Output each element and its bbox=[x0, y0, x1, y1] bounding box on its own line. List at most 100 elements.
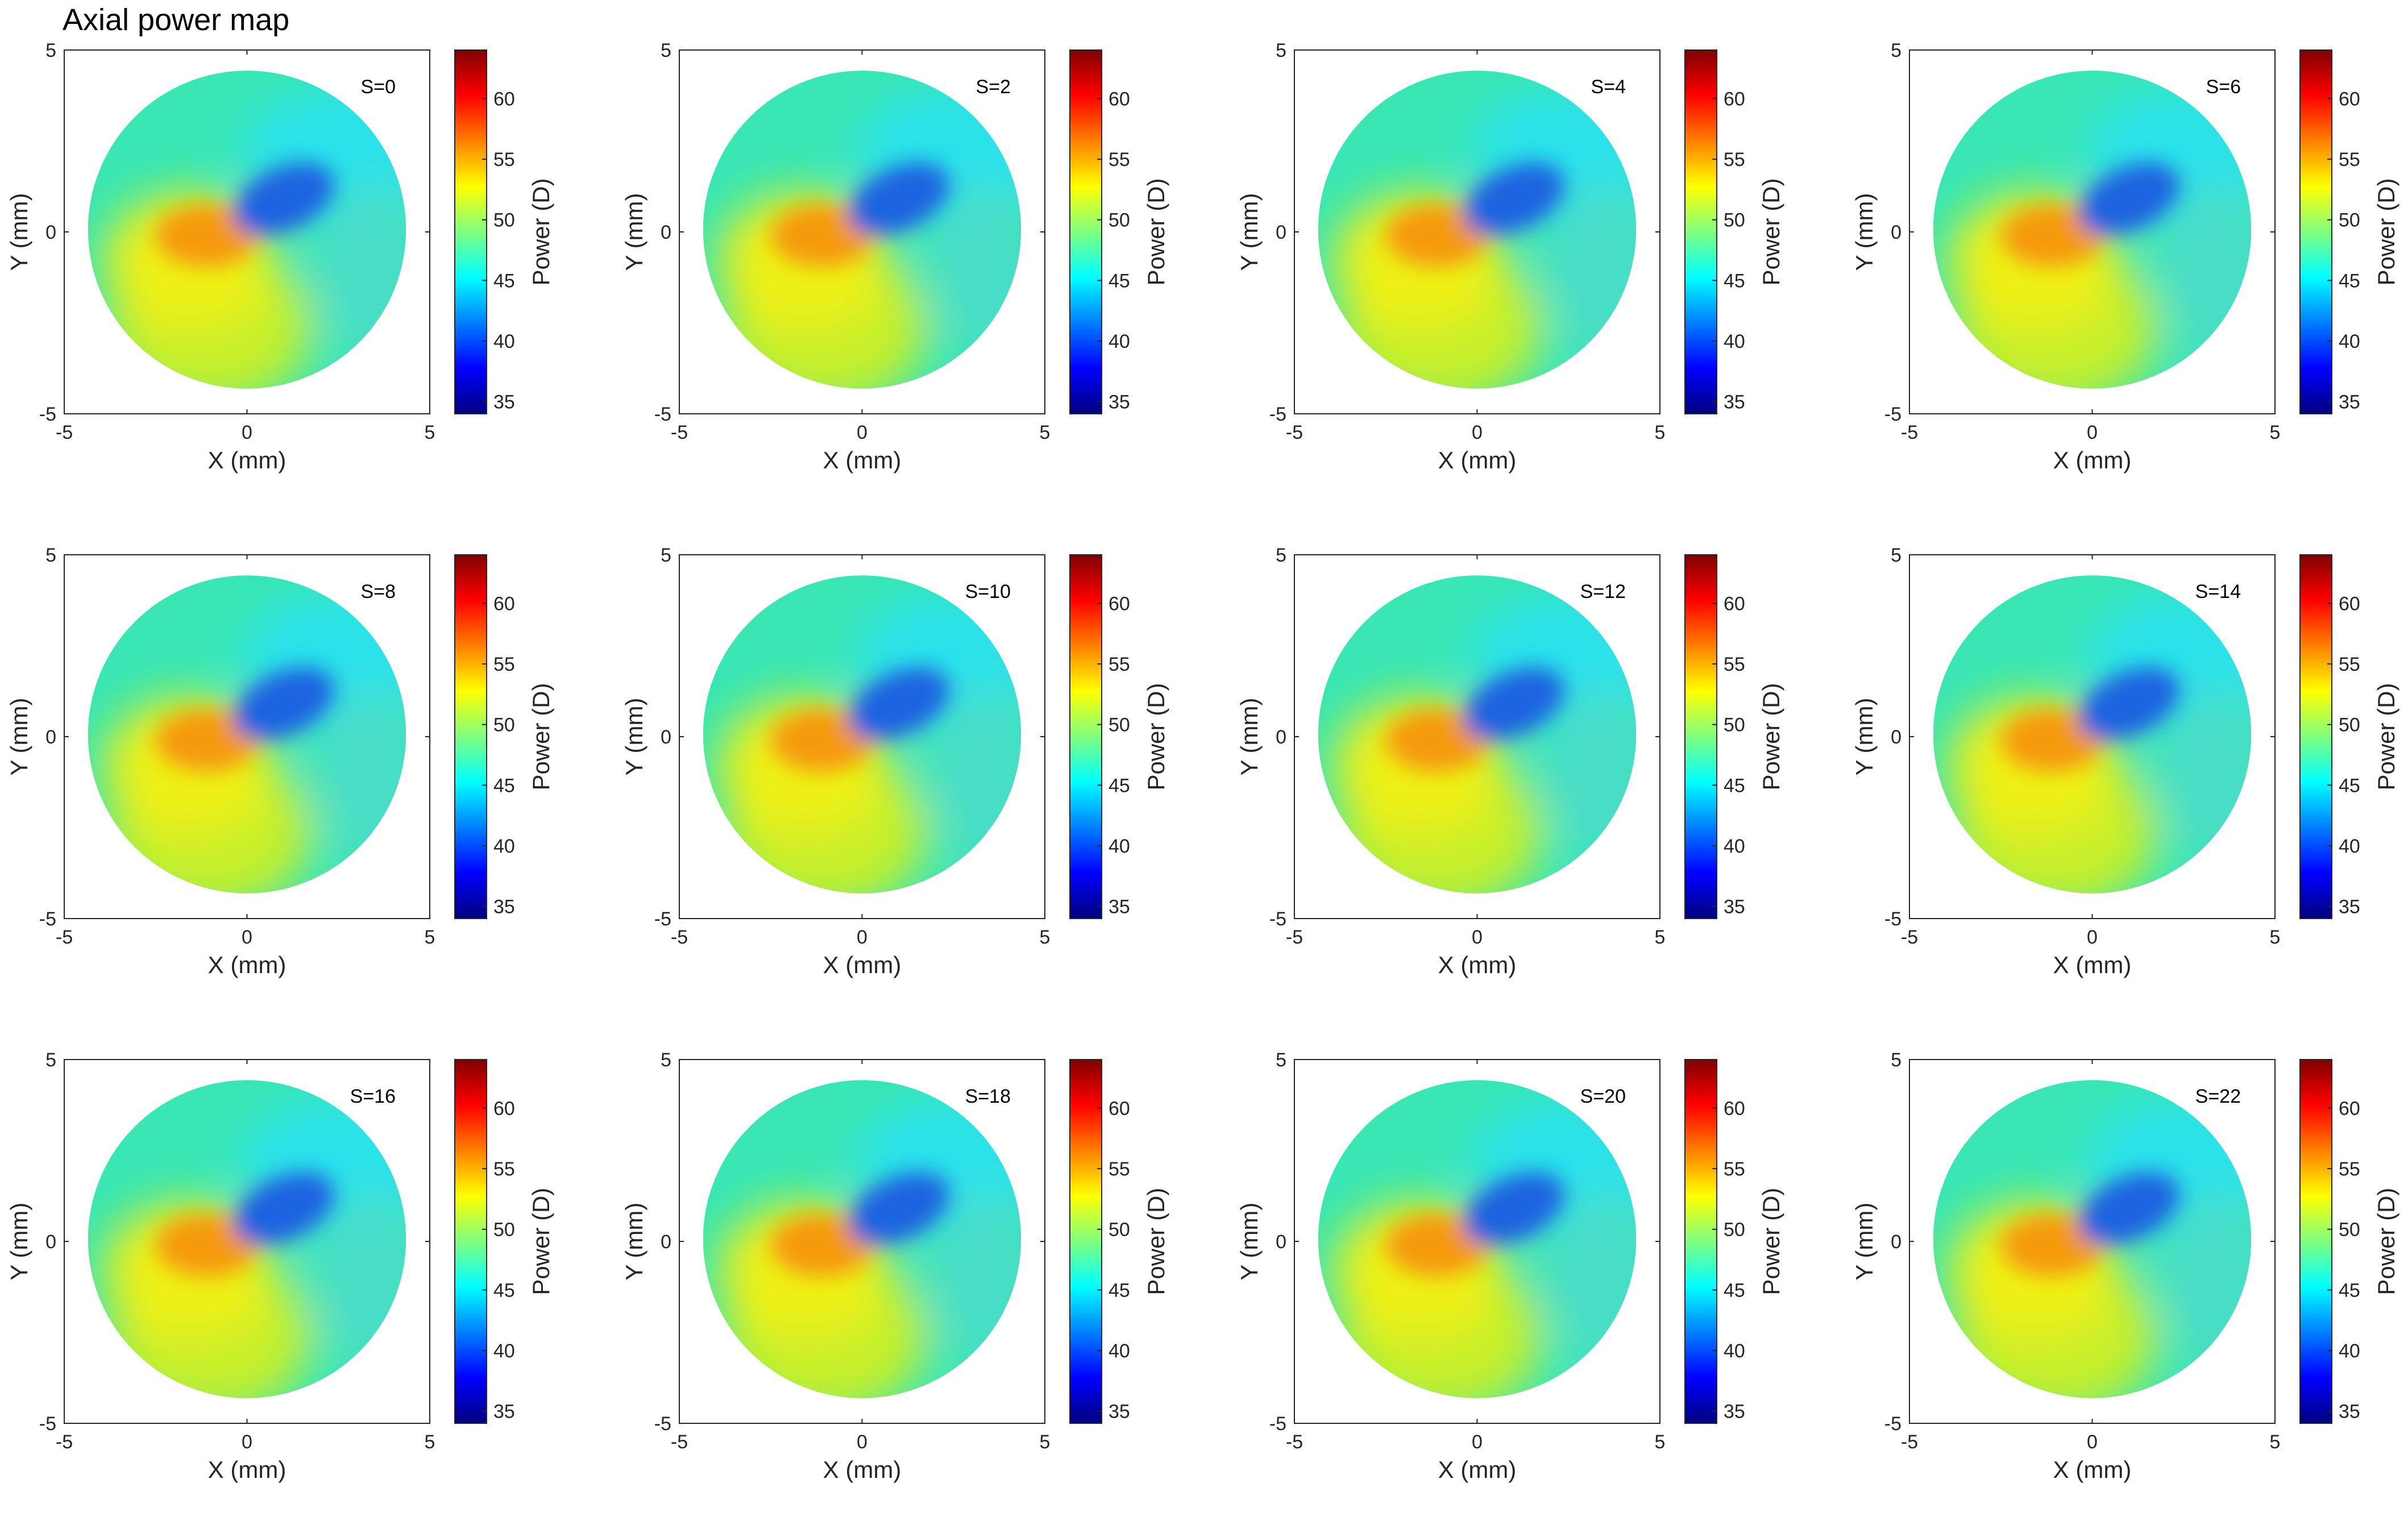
panel-label: S=2 bbox=[976, 76, 1011, 98]
map-blue-lobe bbox=[2078, 667, 2179, 741]
colorbar-tick-label: 45 bbox=[1108, 775, 1130, 796]
y-tick-label: 0 bbox=[1891, 726, 1902, 748]
colorbar-tick-label: 40 bbox=[1108, 331, 1130, 352]
x-tick-label: 5 bbox=[1655, 927, 1666, 948]
x-tick-label: 0 bbox=[1472, 1431, 1483, 1453]
colorbar-tick-label: 45 bbox=[1724, 775, 1745, 796]
colorbar-tick-label: 60 bbox=[1108, 88, 1130, 110]
map-panel: -5 0 5 5 0 -5 X (mm) Y (mm) S=10 60 55 50 45 40 35 Powe… bbox=[615, 527, 1217, 1032]
y-tick-label: -5 bbox=[1884, 908, 1902, 930]
x-tick-label: -5 bbox=[56, 927, 73, 948]
power-map bbox=[88, 70, 406, 389]
y-axis-label: Y (mm) bbox=[1236, 698, 1263, 776]
y-axis-label: Y (mm) bbox=[1851, 193, 1878, 271]
y-axis-label: Y (mm) bbox=[6, 193, 32, 271]
map-orange-lobe bbox=[2000, 709, 2103, 772]
colorbar-tick-label: 45 bbox=[1724, 270, 1745, 292]
colorbar-tick-label: 50 bbox=[1108, 210, 1130, 231]
x-tick-label: 5 bbox=[1040, 1431, 1051, 1453]
y-tick-label: -5 bbox=[39, 908, 56, 930]
map-orange-lobe bbox=[2000, 204, 2103, 267]
x-tick-label: -5 bbox=[671, 422, 688, 443]
y-tick-label: -5 bbox=[654, 908, 671, 930]
panel-svg: -5 0 550-5X (mm)Y (mm)S=22605550454035Powe… bbox=[1851, 1049, 2399, 1483]
panel-label: S=0 bbox=[361, 76, 396, 98]
x-tick-label: -5 bbox=[1901, 927, 1918, 948]
map-orange-lobe bbox=[770, 709, 873, 772]
colorbar-label: Power (D) bbox=[1143, 178, 1169, 285]
panel-svg: -5 0 550-5X (mm)Y (mm)S=10605550454035Powe… bbox=[621, 545, 1169, 978]
colorbar-tick-label: 60 bbox=[1108, 593, 1130, 614]
colorbar-tick-label: 55 bbox=[1108, 654, 1130, 675]
colorbar-tick-label: 60 bbox=[1724, 88, 1745, 110]
map-panel: -5 0 5 5 0 -5 X (mm) Y (mm) S=16 60 55 50 45 40 35 Powe… bbox=[0, 1032, 602, 1537]
y-tick-label: 5 bbox=[661, 545, 671, 566]
colorbar-tick-label: 35 bbox=[1724, 1401, 1745, 1423]
y-tick-label: 0 bbox=[45, 222, 56, 243]
colorbar-tick-label: 50 bbox=[1108, 715, 1130, 736]
panel-svg: -5 0 550-5X (mm)Y (mm)S=8605550454035Power… bbox=[6, 545, 554, 978]
y-tick-label: -5 bbox=[39, 1413, 56, 1435]
colorbar-tick-label: 55 bbox=[1108, 1158, 1130, 1180]
y-tick-label: -5 bbox=[654, 1413, 671, 1435]
colorbar-label: Power (D) bbox=[2373, 1187, 2399, 1295]
colorbar-tick-label: 45 bbox=[1108, 270, 1130, 292]
colorbar-tick-label: 50 bbox=[1724, 1219, 1745, 1241]
colorbar-tick-label: 35 bbox=[2339, 392, 2360, 413]
panel-svg: -5 0 550-5X (mm)Y (mm)S=2605550454035Power… bbox=[621, 40, 1169, 473]
panel-label: S=18 bbox=[965, 1086, 1011, 1107]
map-orange-lobe bbox=[2000, 1214, 2103, 1277]
colorbar-tick-label: 55 bbox=[1108, 149, 1130, 171]
colorbar-tick-label: 60 bbox=[1108, 1098, 1130, 1119]
colorbar-tick-label: 60 bbox=[2339, 88, 2360, 110]
x-axis-label: X (mm) bbox=[823, 952, 902, 978]
map-panel: -5 0 5 5 0 -5 X (mm) Y (mm) S=20 60 55 50 45 40 35 Powe… bbox=[1230, 1032, 1832, 1537]
panel-svg: -5 0 550-5X (mm)Y (mm)S=18605550454035Powe… bbox=[621, 1049, 1169, 1483]
x-tick-label: -5 bbox=[1286, 927, 1303, 948]
map-panel: -5 0 5 5 0 -5 X (mm) Y (mm) S=6 60 55 50 45 40 35 Power… bbox=[1845, 23, 2408, 527]
colorbar-tick-label: 55 bbox=[1724, 149, 1745, 171]
y-tick-label: 0 bbox=[1276, 222, 1286, 243]
map-blue-lobe bbox=[848, 1172, 949, 1245]
panel-grid: -5 0 5 5 0 -5 X (mm) Y (mm) S=0 60 55 50 45 40 35 Power… bbox=[0, 23, 2408, 1483]
colorbar-tick-label: 40 bbox=[1724, 331, 1745, 352]
x-axis-label: X (mm) bbox=[2053, 952, 2132, 978]
x-axis-label: X (mm) bbox=[1438, 1456, 1517, 1483]
power-map bbox=[703, 575, 1022, 894]
map-panel: -5 0 5 5 0 -5 X (mm) Y (mm) S=8 60 55 50 45 40 35 Power… bbox=[0, 527, 602, 1032]
y-tick-label: 5 bbox=[45, 40, 56, 61]
panel-label: S=10 bbox=[965, 581, 1011, 603]
colorbar-tick-label: 45 bbox=[2339, 1280, 2360, 1301]
map-panel: -5 0 5 5 0 -5 X (mm) Y (mm) S=4 60 55 50 45 40 35 Power… bbox=[1230, 23, 1832, 527]
y-tick-label: 0 bbox=[661, 726, 671, 748]
panel-svg: -5 0 550-5X (mm)Y (mm)S=4605550454035Power… bbox=[1236, 40, 1784, 473]
colorbar-tick-label: 50 bbox=[493, 1219, 515, 1241]
y-tick-label: 0 bbox=[45, 1231, 56, 1253]
x-axis-label: X (mm) bbox=[823, 447, 902, 473]
x-tick-label: -5 bbox=[1286, 1431, 1303, 1453]
colorbar-tick-label: 40 bbox=[493, 331, 515, 352]
map-panel: -5 0 5 5 0 -5 X (mm) Y (mm) S=22 60 55 50 45 40 35 Powe… bbox=[1845, 1032, 2408, 1537]
map-blue-lobe bbox=[1463, 1172, 1564, 1245]
map-blue-lobe bbox=[2078, 163, 2179, 236]
figure-title: Axial power map bbox=[63, 3, 290, 37]
colorbar-tick-label: 55 bbox=[493, 654, 515, 675]
colorbar-tick-label: 60 bbox=[2339, 1098, 2360, 1119]
panel-svg: -5 0 550-5X (mm)Y (mm)S=0605550454035Power… bbox=[6, 40, 554, 473]
y-axis-label: Y (mm) bbox=[621, 698, 647, 776]
y-tick-label: 0 bbox=[1276, 726, 1286, 748]
colorbar-tick-label: 45 bbox=[493, 1280, 515, 1301]
y-tick-label: 5 bbox=[1891, 545, 1902, 566]
map-panel: -5 0 5 5 0 -5 X (mm) Y (mm) S=2 60 55 50 45 40 35 Power… bbox=[615, 23, 1217, 527]
y-axis-label: Y (mm) bbox=[1236, 193, 1263, 271]
x-tick-label: 0 bbox=[242, 422, 252, 443]
x-axis-label: X (mm) bbox=[208, 1456, 287, 1483]
x-tick-label: -5 bbox=[1901, 1431, 1918, 1453]
colorbar-tick-label: 40 bbox=[493, 1340, 515, 1362]
x-tick-label: 0 bbox=[2087, 422, 2098, 443]
x-tick-label: -5 bbox=[1286, 422, 1303, 443]
map-blue-lobe bbox=[233, 1172, 334, 1245]
colorbar bbox=[1684, 554, 1717, 919]
map-orange-lobe bbox=[1385, 1214, 1488, 1277]
colorbar-tick-label: 50 bbox=[2339, 715, 2360, 736]
